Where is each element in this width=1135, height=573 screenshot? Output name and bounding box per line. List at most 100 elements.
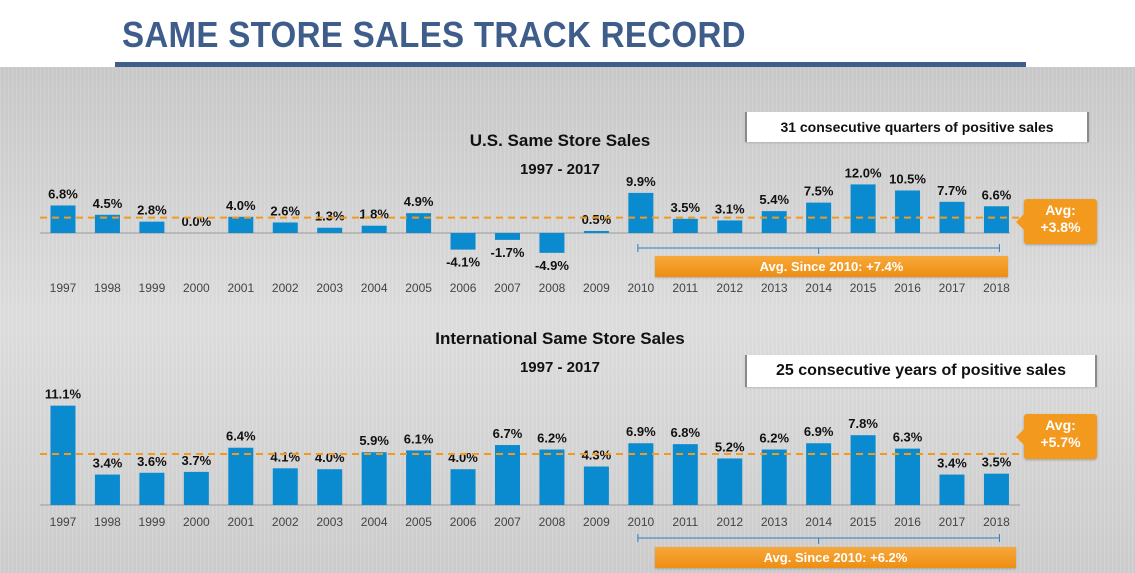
us-note-box: 31 consecutive quarters of positive sale… [745, 112, 1089, 142]
us-bar-2011 [672, 218, 698, 233]
intl-tick-2010: 2010 [627, 515, 654, 529]
intl-tick-1998: 1998 [94, 515, 121, 529]
intl-value-label-2008: 6.2% [537, 431, 567, 446]
us-bar-2003 [317, 227, 343, 233]
page-title: SAME STORE SALES TRACK RECORD [122, 14, 746, 55]
us-bar-2015 [850, 184, 876, 233]
us-bar-2007 [495, 233, 520, 240]
intl-bar-2008 [539, 449, 565, 505]
us-avg-label: Avg: [1045, 202, 1076, 218]
us-tick-2006: 2006 [450, 281, 477, 295]
us-bar-2001 [228, 216, 254, 233]
us-value-label-2015: 12.0% [845, 165, 882, 180]
us-value-label-1997: 6.8% [48, 186, 78, 201]
us-value-label-2006: -4.1% [446, 255, 480, 270]
us-bar-2005 [406, 213, 432, 233]
title-rule [115, 62, 1026, 67]
intl-bar-1998 [94, 474, 120, 505]
intl-avg-badge: Avg: +5.7% [1016, 414, 1097, 459]
intl-bar-2002 [272, 468, 298, 505]
intl-tick-2007: 2007 [494, 515, 521, 529]
us-tick-2012: 2012 [716, 281, 743, 295]
intl-tick-2011: 2011 [672, 515, 698, 529]
us-value-label-1999: 2.8% [137, 203, 167, 218]
us-value-label-2014: 7.5% [804, 184, 834, 199]
intl-tick-2001: 2001 [227, 515, 254, 529]
us-value-label-2016: 10.5% [889, 171, 926, 186]
us-bar-2002 [272, 222, 298, 233]
intl-tick-2016: 2016 [894, 515, 921, 529]
intl-value-label-2003: 4.0% [315, 450, 345, 465]
us-value-label-2010: 9.9% [626, 174, 656, 189]
us-value-label-2001: 4.0% [226, 198, 256, 213]
intl-tick-2015: 2015 [850, 515, 877, 529]
intl-avg-label: Avg: [1045, 417, 1076, 433]
intl-bar-2017 [939, 474, 965, 505]
us-bar-2004 [361, 225, 387, 233]
intl-tick-2006: 2006 [450, 515, 477, 529]
us-bar-2018 [983, 206, 1009, 233]
us-chart-title: U.S. Same Store Sales [470, 131, 650, 150]
us-tick-2016: 2016 [894, 281, 921, 295]
us-value-label-2004: 1.8% [359, 207, 389, 222]
intl-bar-2005 [406, 450, 432, 505]
intl-tick-1997: 1997 [50, 515, 77, 529]
us-tick-2007: 2007 [494, 281, 521, 295]
us-bar-2013 [761, 211, 787, 233]
intl-tick-2004: 2004 [361, 515, 388, 529]
us-value-label-2008: -4.9% [535, 258, 569, 273]
us-value-label-2003: 1.3% [315, 209, 345, 224]
us-tick-2004: 2004 [361, 281, 388, 295]
intl-bar-2018 [983, 473, 1009, 505]
intl-tick-2012: 2012 [716, 515, 743, 529]
us-value-label-2007: -1.7% [491, 245, 525, 260]
us-bar-1997 [50, 205, 76, 233]
us-value-label-2012: 3.1% [715, 201, 745, 216]
intl-value-label-2013: 6.2% [759, 431, 789, 446]
intl-bar-1999 [139, 472, 165, 505]
us-tick-2017: 2017 [939, 281, 966, 295]
intl-avg-value: +5.7% [1040, 434, 1081, 450]
intl-value-label-2007: 6.7% [493, 426, 523, 441]
intl-bar-2000 [183, 471, 209, 505]
intl-since-2010-bar: Avg. Since 2010: +6.2% [655, 547, 1016, 568]
us-tick-2001: 2001 [227, 281, 254, 295]
intl-tick-2009: 2009 [583, 515, 610, 529]
intl-tick-1999: 1999 [139, 515, 166, 529]
intl-value-label-2015: 7.8% [848, 416, 878, 431]
us-bar-2006 [450, 233, 476, 250]
intl-value-label-2010: 6.9% [626, 424, 656, 439]
us-tick-1997: 1997 [50, 281, 77, 295]
us-avg-badge: Avg: +3.8% [1016, 199, 1097, 244]
intl-tick-2018: 2018 [983, 515, 1010, 529]
us-value-label-2017: 7.7% [937, 183, 967, 198]
us-tick-2009: 2009 [583, 281, 610, 295]
intl-bar-2015 [850, 435, 876, 505]
intl-tick-2002: 2002 [272, 515, 299, 529]
intl-bar-2006 [450, 469, 476, 505]
intl-tick-2000: 2000 [183, 515, 210, 529]
intl-value-label-2016: 6.3% [893, 430, 923, 445]
us-tick-2000: 2000 [183, 281, 210, 295]
intl-bar-2003 [317, 469, 343, 505]
intl-tick-2013: 2013 [761, 515, 788, 529]
us-value-label-2005: 4.9% [404, 194, 434, 209]
us-avg-value: +3.8% [1040, 219, 1081, 235]
us-tick-2013: 2013 [761, 281, 788, 295]
intl-bar-1997 [50, 405, 76, 505]
intl-value-label-2011: 6.8% [670, 425, 700, 440]
us-value-label-1998: 4.5% [93, 196, 123, 211]
intl-value-label-2001: 6.4% [226, 429, 256, 444]
us-tick-1998: 1998 [94, 281, 121, 295]
us-value-label-2009: 0.5% [582, 212, 612, 227]
us-value-label-2002: 2.6% [270, 203, 300, 218]
intl-value-label-2017: 3.4% [937, 456, 967, 471]
us-tick-2003: 2003 [316, 281, 343, 295]
us-tick-2005: 2005 [405, 281, 432, 295]
intl-tick-2005: 2005 [405, 515, 432, 529]
intl-value-label-2002: 4.1% [270, 449, 300, 464]
intl-value-label-2006: 4.0% [448, 450, 478, 465]
intl-bar-2014 [806, 443, 832, 505]
us-chart-subtitle: 1997 - 2017 [520, 161, 600, 178]
intl-value-label-2014: 6.9% [804, 424, 834, 439]
